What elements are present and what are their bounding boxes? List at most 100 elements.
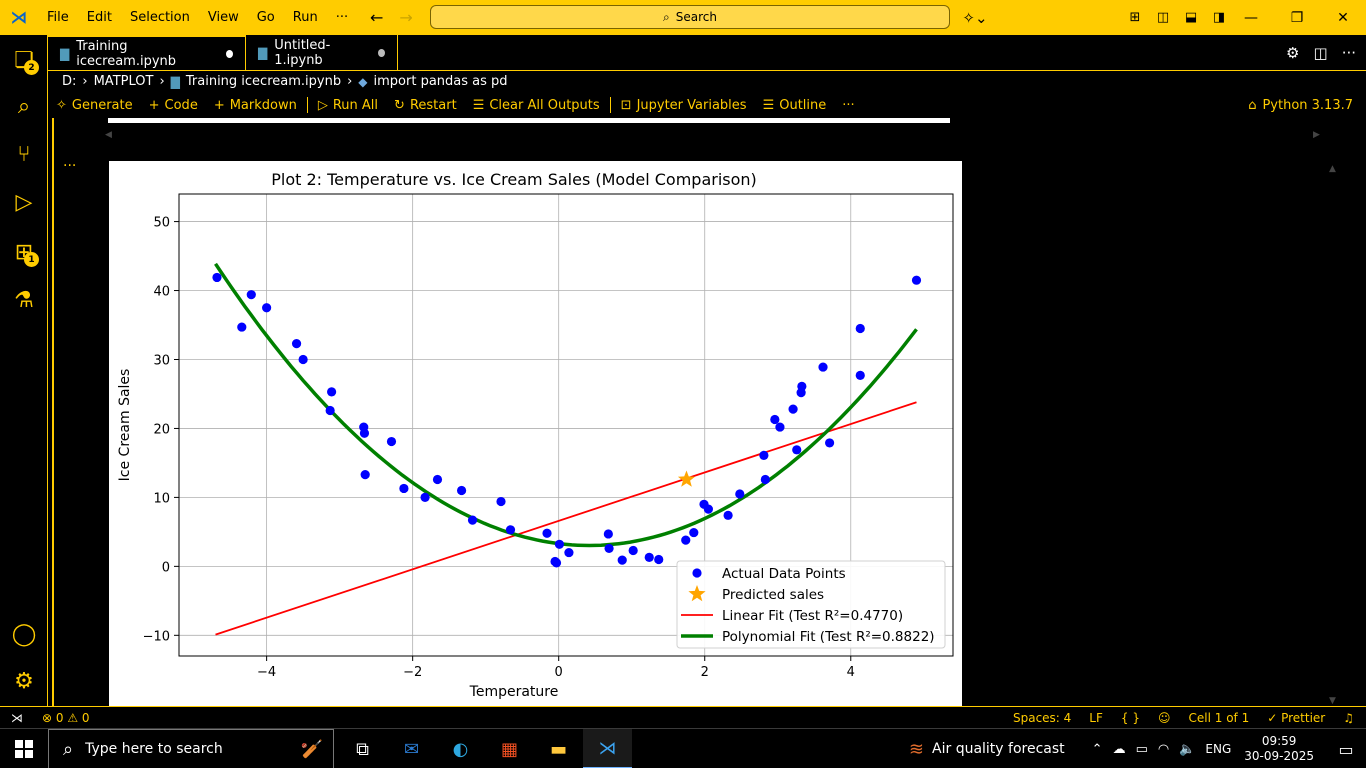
menu-more[interactable]: ··· [335,10,349,25]
kernel-picker[interactable]: ⌂ Python 3.13.7 [1248,92,1353,118]
scroll-left-icon[interactable]: ◀ [105,130,112,140]
menu-edit[interactable]: Edit [86,10,112,25]
run-debug-icon[interactable]: ▷ [15,189,33,215]
cell-more-button[interactable]: ··· [63,158,77,174]
data-point [792,445,802,455]
activity-bar: ❏ 2 ⌕ ⑂ ▷ ⊞ 1 ⚗ ◯ ⚙ [0,35,48,706]
breadcrumb-drive[interactable]: D: [62,74,77,89]
start-button[interactable] [0,729,48,768]
outline-icon: ☰ [762,97,775,113]
breadcrumb-symbol[interactable]: import pandas as pd [373,74,508,89]
add-code-button[interactable]: + Code [141,98,206,113]
legend-star-marker [688,585,706,602]
settings-gear-icon[interactable]: ⚙ [14,668,34,694]
generate-button[interactable]: ✧ Generate [48,98,141,113]
search-view-icon[interactable]: ⌕ [17,93,31,119]
toggle-panel-icon[interactable]: ⬓ [1184,10,1198,25]
onedrive-cloud-icon[interactable]: ☁ [1112,741,1126,757]
menu-go[interactable]: Go [256,10,275,25]
cell-status[interactable]: Cell 1 of 1 [1188,711,1250,725]
toggle-sidebar-icon[interactable]: ◫ [1156,10,1170,25]
extensions-icon[interactable]: ⊞ 1 [0,229,48,275]
toggle-secondary-sidebar-icon[interactable]: ◨ [1212,10,1226,25]
data-point [496,496,506,507]
customize-layout-icon[interactable]: ⊞ [1129,10,1141,25]
tab-training-icecream[interactable]: ▇ Training icecream.ipynb [48,35,246,71]
language-braces-status[interactable]: { } [1120,711,1140,725]
file-explorer-icon[interactable]: ▬ [549,738,567,760]
chevron-up-icon[interactable]: ⌃ [1091,741,1103,757]
testing-icon[interactable]: ⚗ [14,287,34,313]
modified-dot-icon[interactable] [378,49,385,57]
data-point [703,504,713,514]
clear-outputs-button[interactable]: ☰ Clear All Outputs [465,98,608,113]
volume-icon[interactable]: 🔈 [1179,741,1196,757]
outline-button[interactable]: ☰ Outline [755,98,835,113]
menu-bar: File Edit Selection View Go Run ··· [38,10,357,25]
scroll-up-icon[interactable]: ▲ [1329,164,1336,174]
input-language[interactable]: ENG [1205,742,1232,756]
tab-untitled-1[interactable]: ▇ Untitled-1.ipynb [246,35,398,71]
output-scrollbar[interactable] [108,118,950,123]
prettier-status[interactable]: ✓ Prettier [1267,711,1326,725]
notification-center-icon[interactable]: ▭ [1338,739,1354,759]
notebook-settings-icon[interactable]: ⚙ [1286,44,1300,62]
problems-count[interactable]: ⊗ 0 ⚠ 0 [42,710,90,725]
add-markdown-button[interactable]: + Markdown [206,98,305,113]
scroll-down-icon[interactable]: ▼ [1329,696,1336,706]
back-arrow-icon[interactable]: ← [370,8,384,27]
command-center-search[interactable]: ⌕ Search [430,5,950,29]
restore-icon[interactable]: ❐ [1290,9,1304,26]
forward-arrow-icon[interactable]: → [399,8,413,27]
task-view-icon[interactable]: ⧉ [356,738,369,760]
wifi-icon[interactable]: ◠ [1157,741,1170,757]
split-editor-icon[interactable]: ◫ [1313,44,1328,62]
clock[interactable]: 09:59 30-09-2025 [1244,734,1314,764]
data-point [759,450,769,460]
scroll-right-icon[interactable]: ▶ [1313,130,1320,140]
outlook-icon[interactable]: ✉ [403,738,420,760]
source-control-icon[interactable]: ⑂ [17,141,31,167]
run-all-button[interactable]: ▷ Run All [310,98,386,113]
taskbar-search-box[interactable]: ⌕ Type here to search 🏏 [48,729,334,768]
accounts-icon[interactable]: ◯ [11,621,37,647]
menu-file[interactable]: File [47,10,69,25]
cell-focus-border [52,118,54,706]
edge-icon[interactable]: ◐ [452,738,469,760]
vscode-taskbar-icon[interactable]: ⋊ [583,729,632,768]
copilot-status-icon[interactable]: ☺ [1157,711,1171,725]
menu-selection[interactable]: Selection [129,10,190,25]
battery-icon[interactable]: ▭ [1135,741,1148,757]
chart-title: Plot 2: Temperature vs. Ice Cream Sales … [271,170,757,189]
menu-run[interactable]: Run [292,10,318,25]
jupyter-variables-button[interactable]: ⊡ Jupyter Variables [613,98,755,113]
outline-label: Outline [779,97,827,113]
notifications-bell-icon[interactable]: ♫ [1343,711,1354,725]
weather-widget[interactable]: ≋ Air quality forecast [909,739,1065,760]
remote-indicator-icon[interactable]: ⋊ [0,706,34,729]
minimize-icon[interactable]: — [1244,9,1258,26]
kernel-icon: ⌂ [1248,97,1257,113]
menu-view[interactable]: View [207,10,239,25]
data-point [644,552,654,562]
explorer-icon[interactable]: ❏ 2 [0,37,48,83]
tab-label: Training icecream.ipynb [76,39,177,69]
toolbar-more-button[interactable]: ··· [842,97,855,113]
indentation-status[interactable]: Spaces: 4 [1012,711,1072,725]
breadcrumb-folder[interactable]: MATPLOT [93,74,154,89]
data-point [551,558,562,568]
eol-status[interactable]: LF [1089,711,1103,725]
notebook-toolbar: ✧ Generate + Code + Markdown ▷ Run All ↻ Rest… [48,92,1366,118]
close-icon[interactable]: ✕ [1337,9,1349,26]
more-actions-icon[interactable]: ··· [1341,44,1356,62]
y-tick-label: 0 [162,560,170,575]
restart-button[interactable]: ↻ Restart [386,98,465,113]
scatter-chart: −4 −2 0 2 4 −10 0 10 20 30 40 50 Plot 2: Temperature… [117,170,954,700]
data-point [212,272,222,283]
search-highlight-cricket-icon: 🏏 [300,738,323,760]
data-point [554,539,565,549]
copilot-icon[interactable]: ✧⌄ [962,8,988,27]
breadcrumb-file[interactable]: Training icecream.ipynb [185,74,342,89]
modified-dot-icon[interactable] [225,50,233,58]
microsoft-store-icon[interactable]: ▦ [500,738,518,760]
